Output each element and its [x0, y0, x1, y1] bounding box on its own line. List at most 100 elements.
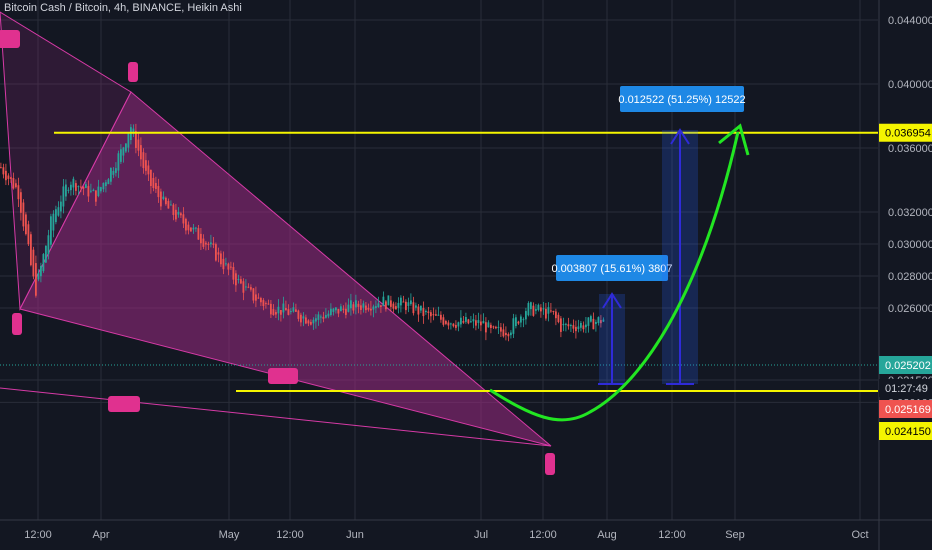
- candle-body: [200, 233, 202, 244]
- candle-body: [22, 202, 25, 227]
- candle-body: [600, 320, 602, 324]
- candle-body: [190, 227, 192, 232]
- candle-body: [337, 308, 340, 314]
- candle-body: [260, 297, 262, 303]
- candle-body: [465, 317, 467, 322]
- candle-body: [375, 306, 377, 309]
- candle-body: [225, 263, 227, 265]
- candle-body: [310, 321, 312, 325]
- candle-body: [427, 311, 430, 313]
- candle-body: [187, 224, 190, 231]
- candle-body: [20, 192, 22, 213]
- candle-body: [302, 316, 305, 319]
- candle-body: [15, 183, 17, 188]
- candle-body: [332, 308, 335, 312]
- price-tick-label: 0.028000: [888, 271, 932, 283]
- candle-body: [395, 306, 397, 310]
- price-tick-label: 0.036000: [888, 143, 932, 155]
- candle-body: [237, 278, 240, 280]
- candle-body: [400, 297, 402, 306]
- candle-body: [142, 152, 145, 169]
- candle-body: [585, 324, 587, 328]
- candle-body: [305, 317, 307, 324]
- candle-body: [497, 326, 500, 328]
- candle-body: [562, 323, 565, 326]
- candle-body: [27, 224, 30, 245]
- candle-body: [55, 209, 57, 223]
- candle-body: [2, 167, 5, 175]
- candle-body: [495, 326, 497, 329]
- candle-body: [525, 311, 527, 320]
- candle-body: [527, 303, 530, 316]
- candle-body: [300, 314, 302, 323]
- candle-body: [42, 254, 45, 272]
- candle-body: [252, 288, 255, 301]
- candle-body: [250, 287, 252, 290]
- candle-body: [50, 216, 52, 245]
- candle-body: [140, 145, 142, 160]
- candle-body: [177, 211, 180, 215]
- candle-body: [410, 300, 412, 305]
- candle-body: [297, 310, 300, 319]
- candle-body: [265, 303, 267, 305]
- candle-body: [442, 317, 445, 325]
- candle-body: [505, 332, 507, 336]
- candle-body: [367, 307, 370, 310]
- candle-body: [460, 317, 462, 325]
- candle-body: [387, 295, 390, 306]
- candle-body: [240, 279, 242, 284]
- candle-body: [455, 324, 457, 328]
- candle-body: [235, 273, 237, 286]
- candle-body: [157, 185, 160, 198]
- pattern-point-marker: [12, 313, 22, 335]
- candle-body: [65, 184, 67, 197]
- candle-body: [80, 186, 82, 188]
- price-tick-label: 0.030000: [888, 239, 932, 251]
- candle-body: [257, 297, 260, 299]
- candle-body: [567, 324, 570, 327]
- candle-body: [217, 252, 220, 255]
- bar-countdown-badge: [879, 379, 932, 397]
- candle-body: [540, 307, 542, 312]
- time-tick-label: May: [219, 529, 240, 541]
- candle-body: [247, 286, 250, 288]
- candle-body: [445, 321, 447, 324]
- candle-body: [167, 200, 170, 209]
- candle-body: [437, 314, 440, 316]
- candle-body: [517, 321, 520, 324]
- candle-body: [275, 312, 277, 315]
- price-tick-label: 0.044000: [888, 15, 932, 27]
- candle-body: [150, 169, 152, 186]
- candle-body: [470, 321, 472, 323]
- candle-body: [377, 303, 380, 308]
- candle-body: [30, 234, 32, 266]
- candle-body: [360, 305, 362, 310]
- candle-body: [175, 209, 177, 220]
- candle-body: [212, 243, 215, 245]
- price-tick-label: 0.026000: [888, 303, 932, 315]
- candle-body: [340, 306, 342, 312]
- candle-body: [277, 306, 280, 314]
- candle-body: [160, 191, 162, 207]
- candle-body: [230, 266, 232, 268]
- candle-body: [392, 303, 395, 309]
- measure-large-arrow-head: [670, 128, 690, 145]
- candle-body: [345, 308, 347, 315]
- time-tick-label: Jun: [346, 529, 364, 541]
- candle-body: [602, 319, 605, 322]
- candle-body: [5, 170, 7, 181]
- candle-body: [242, 281, 245, 293]
- candle-body: [245, 286, 247, 288]
- projected-path-arrowhead: [718, 123, 750, 156]
- time-tick-label: Apr: [92, 529, 109, 541]
- candle-body: [550, 310, 552, 312]
- pattern-point-marker: [108, 396, 140, 412]
- candle-body: [295, 309, 297, 312]
- candle-body: [407, 302, 410, 306]
- candle-body: [557, 314, 560, 323]
- candle-body: [202, 238, 205, 247]
- candle-body: [430, 312, 432, 317]
- resistance-price-label: 0.036954: [885, 128, 931, 140]
- candle-body: [572, 325, 575, 329]
